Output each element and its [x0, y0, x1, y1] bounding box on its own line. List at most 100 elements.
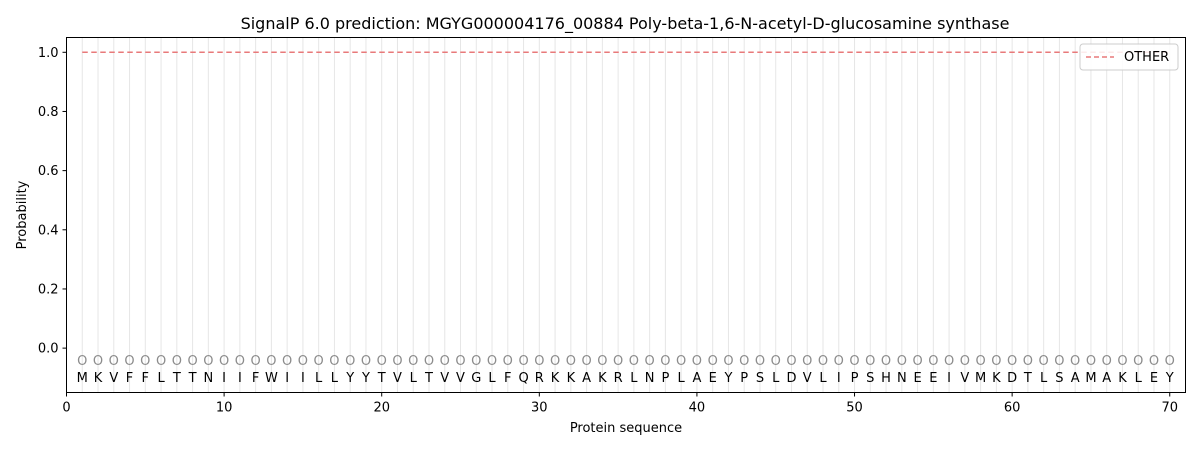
- region-label: O: [865, 354, 875, 369]
- region-label: O: [266, 354, 276, 369]
- region-label: O: [1117, 354, 1127, 369]
- region-label: O: [960, 354, 970, 369]
- region-label: O: [1039, 354, 1049, 369]
- x-axis-ticks: 0 10 20 30 40 50 60 70: [62, 392, 1178, 416]
- residue-label: M: [1085, 371, 1096, 386]
- region-label: O: [408, 354, 418, 369]
- residue-label: K: [1118, 371, 1127, 386]
- residue-label: E: [1150, 371, 1158, 386]
- region-label: O: [912, 354, 922, 369]
- region-label: O: [361, 354, 371, 369]
- region-label: O: [991, 354, 1001, 369]
- residue-label: K: [598, 371, 607, 386]
- region-label: O: [172, 354, 182, 369]
- region-label: O: [1165, 354, 1175, 369]
- residue-label: A: [1071, 371, 1080, 386]
- residue-label: L: [315, 371, 323, 386]
- region-label: O: [518, 354, 528, 369]
- plot-frame: [66, 37, 1186, 393]
- residue-label: Y: [361, 371, 370, 386]
- region-label: O: [440, 354, 450, 369]
- region-label: O: [771, 354, 781, 369]
- region-label: O: [314, 354, 324, 369]
- x-tick-label: 30: [531, 401, 548, 416]
- residue-label: F: [126, 371, 133, 386]
- region-label: O: [1007, 354, 1017, 369]
- x-tick-label: 20: [373, 401, 390, 416]
- residue-label: Y: [345, 371, 354, 386]
- y-tick-label: 0.0: [38, 342, 59, 357]
- residue-label: R: [535, 371, 544, 386]
- residue-label: T: [1023, 371, 1032, 386]
- residue-label: F: [252, 371, 259, 386]
- residue-label: F: [142, 371, 149, 386]
- x-tick-label: 0: [62, 401, 70, 416]
- region-label: O: [487, 354, 497, 369]
- residue-label: T: [172, 371, 181, 386]
- region-label: O: [455, 354, 465, 369]
- residue-label: R: [614, 371, 623, 386]
- region-label: O: [755, 354, 765, 369]
- x-tick-label: 10: [216, 401, 233, 416]
- region-label: O: [503, 354, 513, 369]
- region-label: O: [786, 354, 796, 369]
- residue-label: V: [109, 371, 118, 386]
- residue-label: P: [661, 371, 669, 386]
- y-tick-label: 0.2: [38, 282, 59, 297]
- region-label: O: [613, 354, 623, 369]
- region-label: O: [739, 354, 749, 369]
- region-label: O: [392, 354, 402, 369]
- x-axis-label: Protein sequence: [570, 421, 682, 436]
- residue-label: W: [265, 371, 278, 386]
- residue-gridlines: [81, 37, 1171, 393]
- x-tick-label: 50: [846, 401, 863, 416]
- residue-label: I: [837, 371, 841, 386]
- region-label: O: [124, 354, 134, 369]
- region-label: O: [424, 354, 434, 369]
- region-label: O: [597, 354, 607, 369]
- residue-label: I: [238, 371, 242, 386]
- residue-label: Y: [1165, 371, 1174, 386]
- residue-label: I: [285, 371, 289, 386]
- residue-label: K: [992, 371, 1001, 386]
- x-tick-label: 70: [1161, 401, 1178, 416]
- residue-label: L: [488, 371, 496, 386]
- region-label: O: [471, 354, 481, 369]
- residue-label: D: [786, 371, 796, 386]
- residue-label: G: [471, 371, 481, 386]
- region-label: O: [849, 354, 859, 369]
- residue-label: S: [756, 371, 764, 386]
- residue-label: M: [77, 371, 88, 386]
- region-label: O: [251, 354, 261, 369]
- residue-label: E: [913, 371, 921, 386]
- residue-label: I: [947, 371, 951, 386]
- residue-label: L: [410, 371, 418, 386]
- region-label: O: [1070, 354, 1080, 369]
- region-label: O: [377, 354, 387, 369]
- region-label: O: [235, 354, 245, 369]
- region-label: O: [881, 354, 891, 369]
- residue-label: L: [331, 371, 339, 386]
- residue-label: V: [803, 371, 812, 386]
- residue-label: A: [692, 371, 701, 386]
- region-label: O: [219, 354, 229, 369]
- residue-label: L: [819, 371, 827, 386]
- region-label: O: [645, 354, 655, 369]
- residue-label: L: [157, 371, 165, 386]
- residue-label: V: [456, 371, 465, 386]
- region-label: O: [975, 354, 985, 369]
- residue-label: T: [377, 371, 386, 386]
- region-label: O: [897, 354, 907, 369]
- region-label: O: [660, 354, 670, 369]
- region-label: O: [345, 354, 355, 369]
- residue-label: L: [630, 371, 638, 386]
- region-label: O: [708, 354, 718, 369]
- region-label: O: [1149, 354, 1159, 369]
- residue-label: N: [645, 371, 655, 386]
- residue-label: N: [203, 371, 213, 386]
- y-tick-label: 1.0: [38, 46, 59, 61]
- region-label: O: [140, 354, 150, 369]
- region-label: O: [1133, 354, 1143, 369]
